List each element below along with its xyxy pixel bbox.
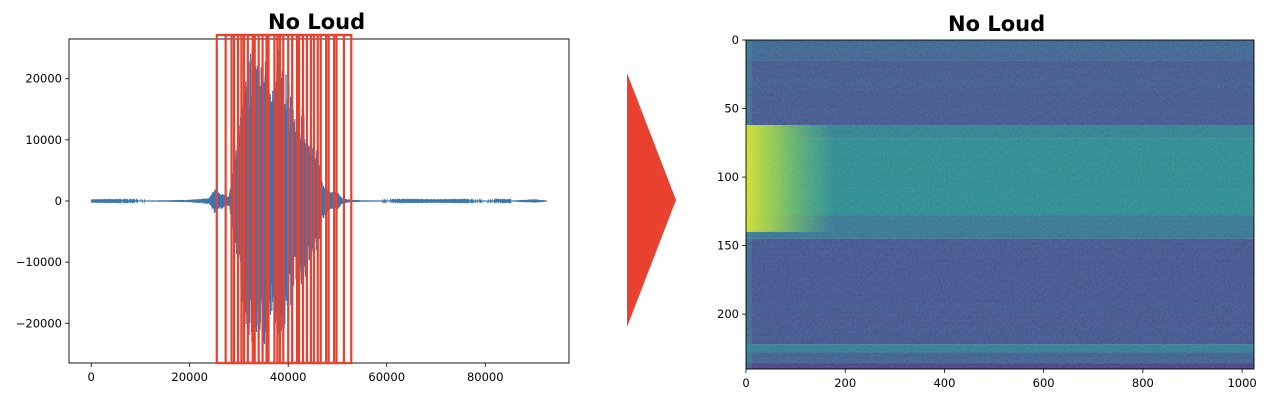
frame-box <box>278 33 294 365</box>
y-tick-label: 150 <box>717 239 739 253</box>
spectrogram-axes-frame <box>745 39 1255 370</box>
frame-box <box>257 33 270 365</box>
frame-box <box>301 33 315 365</box>
spectrogram-x-axis: 0 200 400 600 800 1000 <box>742 369 1257 390</box>
x-tick-label: 0 <box>88 370 95 384</box>
y-tick-label: 50 <box>724 102 739 116</box>
x-tick-label: 60000 <box>368 370 405 384</box>
frame-box <box>242 33 256 365</box>
spectrogram-panel: 0 200 400 600 800 1000 0 50 100 150 200 <box>717 33 1257 390</box>
spectrogram-y-axis: 0 50 100 150 200 <box>717 33 746 321</box>
waveform-x-axis: 0 20000 40000 60000 80000 <box>88 363 504 384</box>
x-tick-label: 1000 <box>1227 376 1256 390</box>
frame-box <box>332 33 345 365</box>
waveform-plot-area <box>90 44 548 351</box>
y-tick-label: 100 <box>717 170 739 184</box>
spectrogram-image <box>746 40 1254 369</box>
x-tick-label: 40000 <box>270 370 307 384</box>
frame-box <box>287 33 301 365</box>
frame-box <box>325 33 338 365</box>
x-tick-label: 200 <box>834 376 856 390</box>
y-tick-label: −20000 <box>16 316 62 330</box>
y-tick-label: 0 <box>55 194 62 208</box>
frame-box <box>224 33 236 365</box>
x-tick-label: 400 <box>933 376 955 390</box>
waveform-panel: 0 20000 40000 60000 80000 20000 10000 0 −10000 −… <box>16 33 570 384</box>
x-tick-label: 600 <box>1033 376 1055 390</box>
transition-arrow-icon <box>627 73 676 327</box>
spectrogram-title: No Loud <box>948 12 1046 36</box>
x-tick-label: 800 <box>1132 376 1154 390</box>
x-tick-label: 20000 <box>171 370 208 384</box>
x-tick-label: 0 <box>742 376 749 390</box>
y-tick-label: 0 <box>732 33 739 47</box>
waveform-series-line <box>90 44 548 351</box>
spectrogram-texture <box>746 40 1254 369</box>
frame-box <box>230 33 243 365</box>
frame-box <box>265 33 279 365</box>
frame-box <box>316 33 330 365</box>
frame-boxes <box>215 33 353 365</box>
y-tick-label: 200 <box>717 307 739 321</box>
waveform-title: No Loud <box>268 10 366 34</box>
waveform-y-axis: 20000 10000 0 −10000 −20000 <box>16 72 69 330</box>
frame-box <box>309 33 322 365</box>
y-tick-label: 10000 <box>25 133 62 147</box>
y-tick-label: 20000 <box>25 72 62 86</box>
y-tick-label: −10000 <box>16 255 62 269</box>
x-tick-label: 80000 <box>467 370 504 384</box>
